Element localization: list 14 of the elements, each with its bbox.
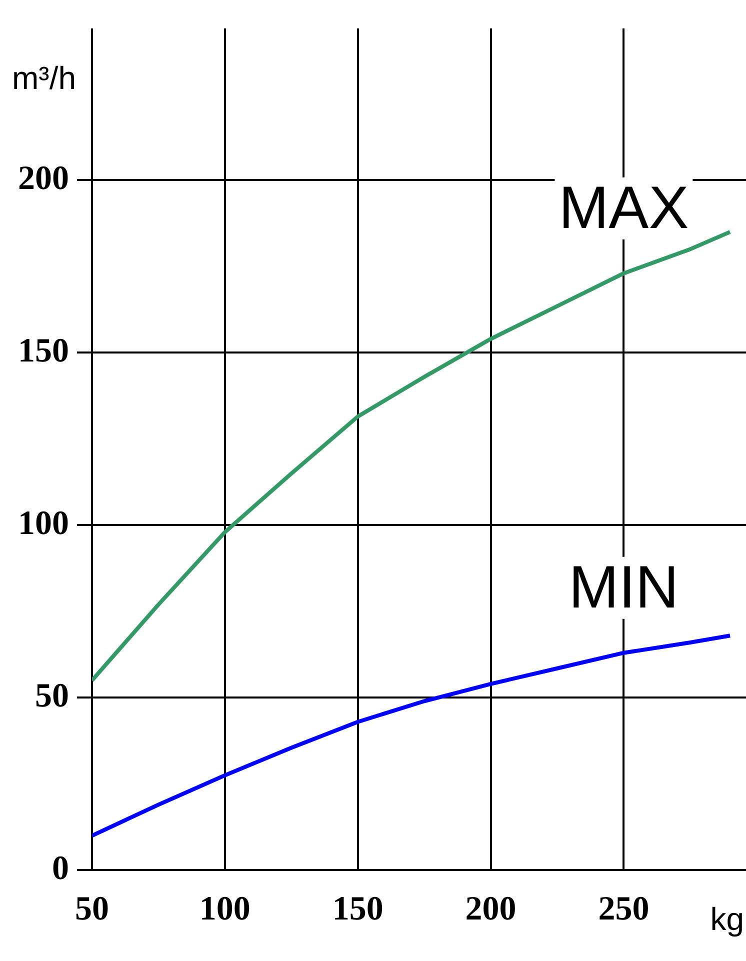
y-tick-label: 50 [35, 677, 69, 714]
y-tick-label: 200 [18, 160, 69, 197]
x-tick-label: 250 [598, 890, 650, 928]
x-tick-label: 200 [465, 890, 516, 928]
y-tick-label: 0 [52, 850, 69, 887]
x-tick-label: 50 [75, 890, 109, 928]
series-label: MAX [558, 174, 689, 241]
y-tick-label: 100 [18, 504, 69, 542]
series-label: MIN [568, 553, 679, 620]
x-axis-title: kg [710, 900, 744, 937]
x-tick-label: 150 [332, 890, 384, 928]
y-axis-title: m³/h [12, 60, 76, 96]
y-tick-label: 150 [18, 332, 69, 370]
x-tick-label: 100 [199, 890, 250, 928]
